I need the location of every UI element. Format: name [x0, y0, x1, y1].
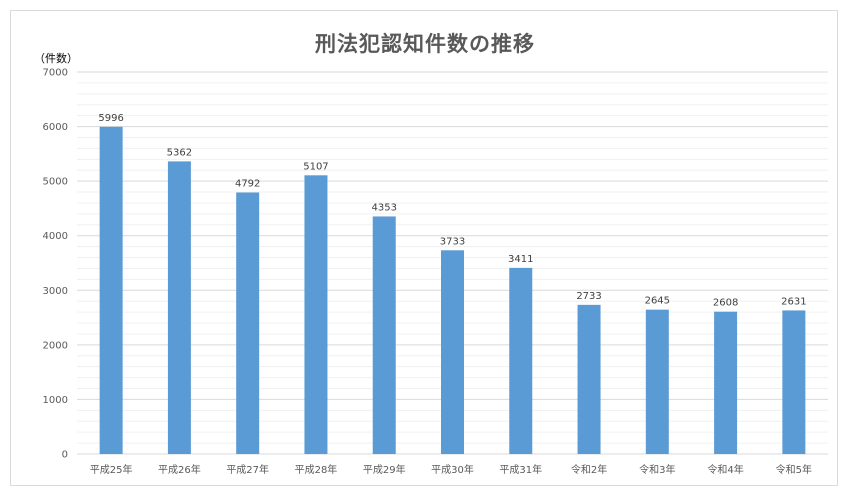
bar [304, 175, 328, 454]
bar-value-label: 2733 [576, 291, 601, 302]
x-category-label: 平成30年 [431, 463, 474, 476]
x-category-label: 令和4年 [707, 463, 743, 476]
bar-value-label: 4353 [372, 202, 397, 213]
y-tick-label: 2000 [43, 340, 68, 351]
bar [714, 311, 738, 454]
bar-value-label: 5362 [167, 147, 192, 158]
bar [782, 310, 806, 454]
y-tick-label: 1000 [43, 395, 68, 406]
x-category-label: 平成29年 [363, 463, 406, 476]
bar [441, 250, 464, 454]
bar [167, 161, 191, 454]
bar [236, 192, 260, 454]
data-labels: 5996 5362 4792 5107 4353 3733 3411 2733 2645 2608… [98, 113, 806, 309]
bar-value-label: 5107 [303, 161, 328, 172]
bar-value-label: 2608 [713, 298, 738, 309]
bar [577, 304, 601, 454]
y-tick-label: 0 [62, 450, 68, 461]
x-category-label: 令和2年 [571, 463, 607, 476]
y-tick-label: 7000 [43, 68, 68, 79]
y-tick-label: 5000 [43, 177, 68, 188]
category-labels: 平成25年 平成26年 平成27年 平成28年 平成29年 平成30年 平成31年 令和2年 令… [90, 463, 812, 476]
bar [509, 267, 533, 454]
y-tick-label: 4000 [43, 231, 68, 242]
bar-value-label: 5996 [98, 113, 123, 124]
y-tick-label: 6000 [43, 122, 68, 133]
bar-value-label: 3411 [508, 254, 533, 265]
bar-value-label: 3733 [440, 236, 465, 247]
x-category-label: 平成28年 [295, 463, 338, 476]
chart-frame [10, 10, 838, 486]
bar-value-label: 2645 [645, 296, 670, 307]
x-category-label: 令和5年 [776, 463, 812, 476]
y-axis-ticks: 0 1000 2000 3000 4000 5000 6000 7000 [43, 68, 68, 461]
bar [99, 126, 123, 455]
y-tick-label: 3000 [43, 286, 68, 297]
chart-title: 刑法犯認知件数の推移 [315, 32, 535, 56]
bar-value-label: 2631 [781, 296, 806, 307]
x-category-label: 平成27年 [226, 463, 269, 476]
x-category-label: 令和3年 [639, 463, 675, 476]
y-axis-unit-label: （件数） [34, 52, 78, 65]
x-category-label: 平成31年 [499, 463, 542, 476]
bars [99, 126, 806, 455]
bar [645, 309, 669, 454]
x-category-label: 平成25年 [90, 463, 133, 476]
x-category-label: 平成26年 [158, 463, 201, 476]
bar-value-label: 4792 [235, 178, 260, 189]
bar [372, 216, 396, 454]
